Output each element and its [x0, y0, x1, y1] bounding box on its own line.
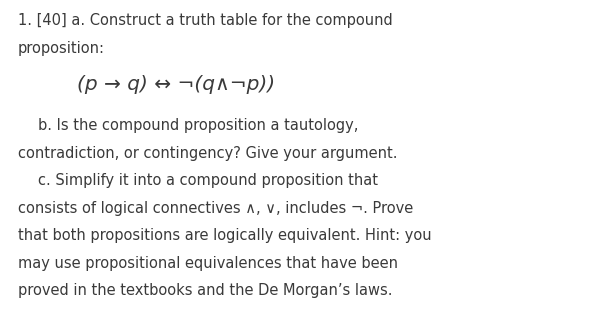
Text: c. Simplify it into a compound proposition that: c. Simplify it into a compound propositi… [38, 173, 378, 188]
Text: consists of logical connectives ∧, ∨, includes ¬. Prove: consists of logical connectives ∧, ∨, in… [18, 201, 413, 216]
Text: contradiction, or contingency? Give your argument.: contradiction, or contingency? Give your… [18, 146, 397, 161]
Text: b. Is the compound proposition a tautology,: b. Is the compound proposition a tautolo… [38, 118, 359, 133]
Text: proved in the textbooks and the De Morgan’s laws.: proved in the textbooks and the De Morga… [18, 284, 392, 298]
Text: (p → q) ↔ ¬(q∧¬p)): (p → q) ↔ ¬(q∧¬p)) [77, 75, 275, 94]
Text: that both propositions are logically equivalent. Hint: you: that both propositions are logically equ… [18, 228, 431, 243]
Text: proposition:: proposition: [18, 40, 105, 55]
Text: 1. [40] a. Construct a truth table for the compound: 1. [40] a. Construct a truth table for t… [18, 13, 392, 28]
Text: may use propositional equivalences that have been: may use propositional equivalences that … [18, 256, 398, 271]
